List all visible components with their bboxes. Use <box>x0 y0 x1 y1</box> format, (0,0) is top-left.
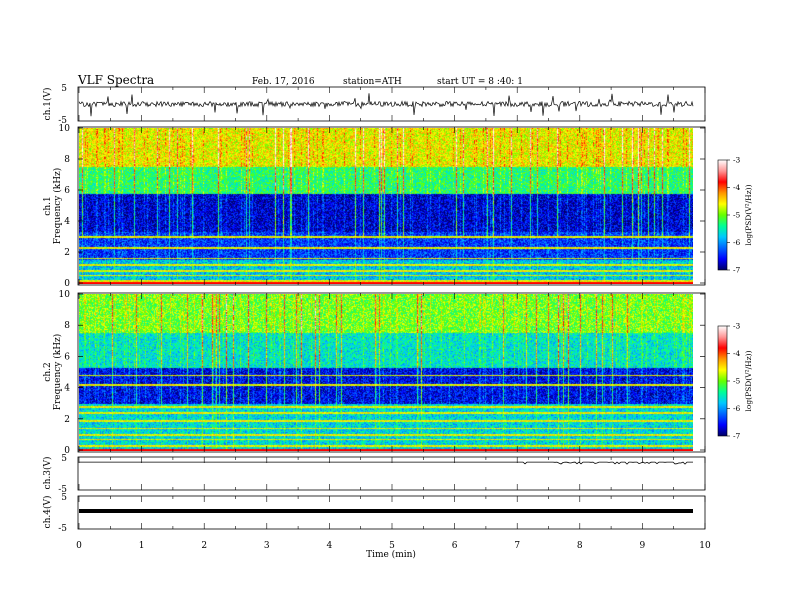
ch1-spectrogram-frame <box>77 126 706 286</box>
ch4-waveform-ylabel: ch.4(V) <box>42 496 53 529</box>
ch2-freq-tick-label: 4 <box>64 384 70 394</box>
ch2-spectrogram-ylabel-bottom: Frequency (kHz) <box>52 334 63 411</box>
ch2-spectrogram-frame <box>77 292 706 453</box>
ch2-spectrogram-ylabel-top: ch.2 <box>43 362 53 381</box>
x-tick-label: 5 <box>389 541 395 551</box>
colorbar-tick-label: -5 <box>733 377 741 386</box>
ch2-freq-tick-label: 0 <box>64 446 70 456</box>
x-tick-label: 2 <box>201 541 207 551</box>
ch1-freq-tick-label: 6 <box>64 186 70 196</box>
ch4-waveform-frame <box>77 495 706 530</box>
colorbar-tick-label: -6 <box>733 238 741 247</box>
date-label: Feb. 17, 2016 <box>252 77 315 87</box>
colorbar-tick-label: -3 <box>733 156 741 165</box>
x-tick-label: 9 <box>640 541 646 551</box>
ch1-colorbar-label: log(PSD(V²/Hz)) <box>744 184 753 245</box>
colorbar-tick-label: -7 <box>733 266 741 275</box>
ch1-spectrogram-image <box>79 128 693 284</box>
ch2-freq-tick-label: 8 <box>64 321 70 331</box>
ch1-ytick-bottom: -5 <box>58 116 67 126</box>
ch2-freq-tick-label: 2 <box>64 415 70 425</box>
ch2-freq-tick-label: 10 <box>59 290 71 300</box>
x-tick-label: 0 <box>76 541 82 551</box>
ch1-spectrogram-ylabel-top: ch.1 <box>43 196 53 215</box>
ch1-freq-tick-label: 8 <box>64 155 70 165</box>
ch1-waveform-frame <box>77 86 706 122</box>
ch4-ytick-top: 5 <box>61 493 67 503</box>
ch3-ytick-bottom: -5 <box>58 485 67 495</box>
colorbar-frame-1 <box>717 159 728 271</box>
ch1-colorbar <box>718 160 727 270</box>
figure-title: VLF Spectra <box>77 73 154 87</box>
ch3-ytick-top: 5 <box>61 454 67 464</box>
x-tick-label: 1 <box>139 541 145 551</box>
x-tick-label: 10 <box>699 541 711 551</box>
ch3-waveform-frame <box>77 456 706 491</box>
ch1-freq-tick-label: 4 <box>64 217 70 227</box>
x-tick-label: 7 <box>514 541 520 551</box>
station-label: station=ATH <box>343 77 402 87</box>
colorbar-tick-label: -3 <box>733 322 741 331</box>
x-tick-label: 8 <box>577 541 583 551</box>
colorbar-tick-label: -7 <box>733 432 741 441</box>
colorbar-tick-label: -4 <box>733 349 741 358</box>
x-axis-label: Time (min) <box>366 549 416 560</box>
ch2-colorbar <box>718 326 727 436</box>
ch3-waveform-ylabel: ch.3(V) <box>42 457 53 490</box>
x-tick-label: 3 <box>264 541 270 551</box>
ch1-ytick-top: 5 <box>61 84 67 94</box>
ch1-waveform-ylabel: ch.1(V) <box>42 88 53 121</box>
ch2-freq-tick-label: 6 <box>64 352 70 362</box>
x-tick-label: 6 <box>452 541 458 551</box>
start-time-label: start UT = 8 :40: 1 <box>437 77 523 87</box>
colorbar-tick-label: -5 <box>733 211 741 220</box>
colorbar-frame-2 <box>717 325 728 437</box>
ch1-freq-tick-label: 0 <box>64 279 70 289</box>
ch2-spectrogram-image <box>79 294 693 451</box>
ch1-freq-tick-label: 2 <box>64 248 70 258</box>
ch4-waveform-trace <box>79 509 693 513</box>
colorbar-tick-label: -4 <box>733 183 741 192</box>
ch4-ytick-bottom: -5 <box>58 524 67 534</box>
ch1-spectrogram-ylabel-bottom: Frequency (kHz) <box>52 168 63 245</box>
x-tick-label: 4 <box>327 541 333 551</box>
ch1-waveform-trace <box>78 93 694 117</box>
colorbar-tick-label: -6 <box>733 404 741 413</box>
ch1-freq-tick-label: 10 <box>59 124 71 134</box>
ch3-waveform-trace <box>79 461 693 465</box>
ch2-colorbar-label: log(PSD(V²/Hz)) <box>744 350 753 411</box>
